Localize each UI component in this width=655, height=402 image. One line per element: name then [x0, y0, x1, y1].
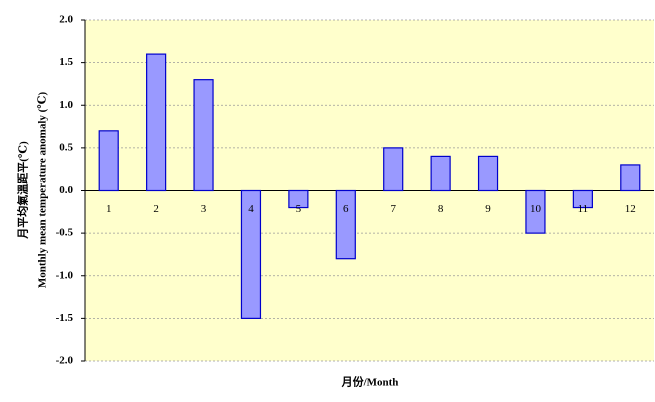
bar [430, 155, 451, 192]
x-tick-label: 1 [106, 203, 112, 215]
x-tick-label: 12 [625, 203, 636, 215]
bar [525, 189, 546, 234]
y-tick-label: 1.5 [59, 56, 73, 68]
x-tick-label: 3 [201, 203, 207, 215]
x-tick-label: 5 [296, 203, 302, 215]
bar [572, 189, 593, 209]
x-tick-label: 9 [485, 203, 491, 215]
y-tick-label: -0.5 [56, 227, 74, 239]
x-tick-label: 4 [248, 203, 254, 215]
x-axis-label: 月份/Month [341, 375, 399, 389]
y-axis-label-zh: 月平均氣溫距平(℃) [16, 141, 30, 240]
x-tick-label: 6 [343, 203, 349, 215]
bar [98, 130, 119, 192]
bar [240, 189, 262, 319]
bar [477, 155, 499, 192]
y-tick-label: 0.0 [59, 184, 73, 196]
x-tick-label: 7 [390, 203, 396, 215]
x-tick-label: 8 [438, 203, 444, 215]
y-tick-label: 2.0 [59, 14, 73, 26]
bar [620, 164, 641, 192]
y-tick-label: -2.0 [56, 355, 74, 367]
x-tick-label: 2 [153, 203, 159, 215]
y-tick-label: 1.0 [59, 99, 73, 111]
x-tick-label: 11 [578, 203, 589, 215]
bar [288, 189, 309, 209]
y-tick-label: 0.5 [59, 141, 73, 153]
y-tick-label: -1.0 [56, 269, 74, 281]
y-tick-label: -1.5 [56, 312, 74, 324]
bar [193, 79, 214, 192]
bar [146, 53, 167, 192]
x-tick-label: 10 [530, 203, 542, 215]
bar [383, 147, 404, 192]
bar [335, 189, 356, 260]
y-axis-label: Monthly mean temperature anomaly (℃) [37, 92, 49, 289]
